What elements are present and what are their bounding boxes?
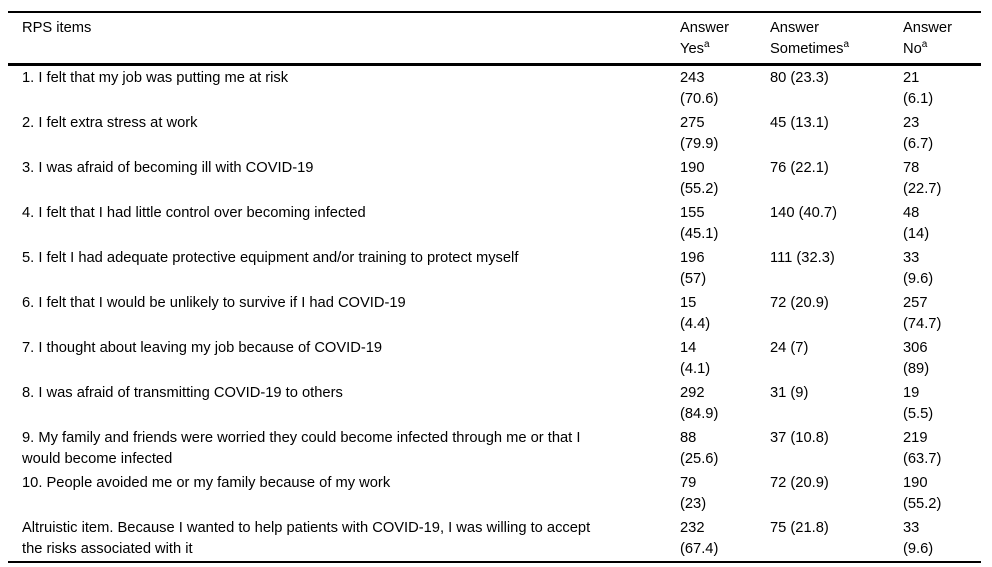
- col-header-label: RPS items: [22, 20, 92, 36]
- table-header: RPS items Answer Yesa Answer Sometimesa An…: [8, 12, 981, 65]
- answer-yes-cell: 232 (67.4): [680, 520, 719, 557]
- item-cell: 10. People avoided me or my family becau…: [22, 475, 391, 491]
- rps-table-container: RPS items Answer Yesa Answer Sometimesa An…: [8, 11, 981, 563]
- answer-sometimes-cell: 72 (20.9): [770, 475, 829, 491]
- answer-yes-cell: 155 (45.1): [680, 205, 719, 242]
- answer-no-cell: 48 (14): [903, 205, 930, 242]
- answer-sometimes-cell: 45 (13.1): [770, 115, 829, 131]
- item-cell: 2. I felt extra stress at work: [22, 115, 198, 131]
- answer-yes-cell: 15 (4.4): [680, 295, 711, 332]
- table-body: 1. I felt that my job was putting me at …: [8, 65, 981, 563]
- answer-yes-cell: 292 (84.9): [680, 385, 719, 422]
- table-row: 1. I felt that my job was putting me at …: [8, 65, 981, 112]
- rps-table: RPS items Answer Yesa Answer Sometimesa An…: [8, 11, 981, 563]
- item-cell: 1. I felt that my job was putting me at …: [22, 70, 289, 86]
- answer-sometimes-cell: 37 (10.8): [770, 430, 829, 446]
- answer-sometimes-cell: 80 (23.3): [770, 70, 829, 86]
- answer-sometimes-cell: 31 (9): [770, 385, 809, 401]
- col-header-answer-no: Answer Noa: [903, 12, 981, 65]
- answer-yes-cell: 79 (23): [680, 475, 707, 512]
- answer-no-cell: 33 (9.6): [903, 250, 934, 287]
- table-row: 10. People avoided me or my family becau…: [8, 471, 981, 516]
- col-header-answer-yes: Answer Yesa: [680, 12, 770, 65]
- item-cell: 9. My family and friends were worried th…: [22, 430, 581, 467]
- col-header-line2: Yes: [680, 41, 704, 57]
- table-row: 2. I felt extra stress at work 275 (79.9…: [8, 111, 981, 156]
- header-row: RPS items Answer Yesa Answer Sometimesa An…: [8, 12, 981, 65]
- col-header-line2: Sometimes: [770, 41, 844, 57]
- answer-yes-cell: 190 (55.2): [680, 160, 719, 197]
- col-header-line1: Answer: [903, 20, 952, 36]
- table-row: Altruistic item. Because I wanted to hel…: [8, 516, 981, 562]
- table-row: 7. I thought about leaving my job becaus…: [8, 336, 981, 381]
- answer-no-cell: 23 (6.7): [903, 115, 934, 152]
- col-header-line1: Answer: [770, 20, 819, 36]
- item-cell: 3. I was afraid of becoming ill with COV…: [22, 160, 314, 176]
- footnote-marker-a: a: [921, 39, 928, 51]
- table-row: 3. I was afraid of becoming ill with COV…: [8, 156, 981, 201]
- item-cell: 6. I felt that I would be unlikely to su…: [22, 295, 406, 311]
- item-cell: 8. I was afraid of transmitting COVID-19…: [22, 385, 343, 401]
- answer-yes-cell: 196 (57): [680, 250, 707, 287]
- col-header-line2: No: [903, 41, 922, 57]
- answer-no-cell: 306 (89): [903, 340, 930, 377]
- col-header-rps-items: RPS items: [8, 12, 680, 65]
- item-cell: 7. I thought about leaving my job becaus…: [22, 340, 383, 356]
- answer-sometimes-cell: 76 (22.1): [770, 160, 829, 176]
- answer-sometimes-cell: 140 (40.7): [770, 205, 837, 221]
- answer-no-cell: 219 (63.7): [903, 430, 942, 467]
- item-cell: Altruistic item. Because I wanted to hel…: [22, 520, 591, 557]
- answer-sometimes-cell: 72 (20.9): [770, 295, 829, 311]
- answer-sometimes-cell: 111 (32.3): [770, 250, 835, 266]
- answer-no-cell: 257 (74.7): [903, 295, 942, 332]
- footnote-marker-a: a: [843, 39, 850, 51]
- answer-no-cell: 19 (5.5): [903, 385, 934, 422]
- answer-no-cell: 21 (6.1): [903, 70, 934, 107]
- answer-no-cell: 190 (55.2): [903, 475, 942, 512]
- col-header-answer-sometimes: Answer Sometimesa: [770, 12, 903, 65]
- item-cell: 5. I felt I had adequate protective equi…: [22, 250, 519, 266]
- table-row: 6. I felt that I would be unlikely to su…: [8, 291, 981, 336]
- table-row: 5. I felt I had adequate protective equi…: [8, 246, 981, 291]
- item-cell: 4. I felt that I had little control over…: [22, 205, 366, 221]
- answer-yes-cell: 88 (25.6): [680, 430, 719, 467]
- answer-yes-cell: 243 (70.6): [680, 70, 719, 107]
- answer-yes-cell: 14 (4.1): [680, 340, 711, 377]
- col-header-line1: Answer: [680, 20, 729, 36]
- answer-no-cell: 33 (9.6): [903, 520, 934, 557]
- table-row: 8. I was afraid of transmitting COVID-19…: [8, 381, 981, 426]
- answer-sometimes-cell: 24 (7): [770, 340, 809, 356]
- answer-sometimes-cell: 75 (21.8): [770, 520, 829, 536]
- footnote-marker-a: a: [703, 39, 710, 51]
- answer-yes-cell: 275 (79.9): [680, 115, 719, 152]
- table-row: 9. My family and friends were worried th…: [8, 426, 981, 471]
- table-row: 4. I felt that I had little control over…: [8, 201, 981, 246]
- answer-no-cell: 78 (22.7): [903, 160, 942, 197]
